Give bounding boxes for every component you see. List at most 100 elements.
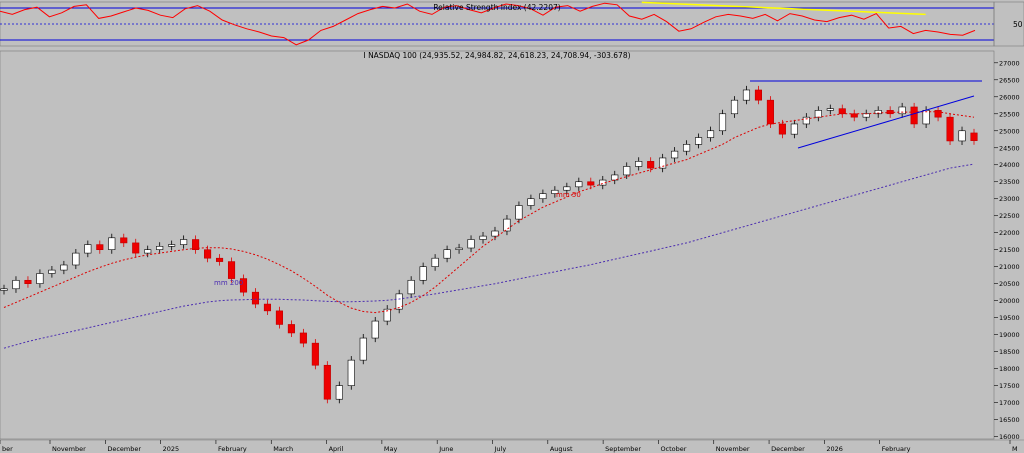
y-tick-label: 17500 (999, 382, 1020, 390)
candle-body (323, 364, 331, 400)
x-tick-label: July (494, 445, 507, 453)
candle-body (491, 230, 499, 237)
candle-body (395, 293, 403, 310)
candle-body (706, 130, 715, 138)
candle-body (970, 132, 978, 141)
candle-body (539, 193, 547, 200)
x-tick-label: June (438, 445, 453, 453)
candle-body (299, 332, 307, 344)
candle-body (551, 189, 559, 194)
x-tick-label: March (273, 445, 293, 453)
x-tick-label: December (107, 445, 141, 453)
candle-body (132, 242, 140, 254)
candle-body (431, 257, 439, 267)
x-tick-label: 2026 (826, 445, 843, 453)
candle-body (515, 205, 523, 220)
candle-body (216, 257, 224, 262)
candle-body (635, 161, 643, 167)
candle-body (84, 244, 92, 254)
candle-body (251, 291, 260, 305)
rsi-trendline (641, 1, 926, 16)
x-tick-label: November (52, 445, 86, 453)
candle-body (742, 89, 751, 101)
candle-body (443, 249, 451, 259)
y-tick-label: 18000 (999, 365, 1020, 373)
x-tick-label: November (716, 445, 750, 453)
x-tick-label: 2025 (163, 445, 180, 453)
candle-body (263, 303, 272, 312)
x-tick-label: February (882, 445, 911, 453)
y-tick-label: 22000 (999, 229, 1020, 237)
candle-body (227, 261, 236, 279)
candle-body (946, 116, 954, 142)
candle-body (168, 244, 176, 247)
candle-body (611, 174, 619, 181)
candle-body (192, 239, 200, 250)
candle-body (754, 89, 762, 101)
candle-body (180, 239, 188, 245)
candle-body (335, 385, 343, 400)
candle-body (36, 273, 44, 284)
ma50-line (3, 111, 975, 314)
rsi-series-line (0, 2, 976, 46)
price-panel (0, 50, 995, 440)
candle-body (587, 181, 595, 186)
x-tick-label: December (771, 445, 805, 453)
y-tick-label: 16500 (999, 416, 1020, 424)
x-tick-label: September (605, 445, 641, 453)
rsi-axis-area (993, 1, 1024, 47)
y-tick-label: 20500 (999, 280, 1020, 288)
candle-body (311, 342, 319, 366)
y-tick-label: 26500 (999, 76, 1020, 84)
candle-body (718, 113, 727, 132)
candle-body (802, 116, 810, 125)
candle-body (814, 110, 822, 118)
x-tick-label: April (329, 445, 344, 453)
y-tick-label: 20000 (999, 297, 1020, 305)
candle-body (239, 278, 248, 293)
candle-body (407, 279, 415, 295)
candle-body (623, 166, 631, 176)
ma50-label: mm 50 (556, 191, 581, 199)
y-tick-label: 18500 (999, 348, 1020, 356)
candle-body (419, 266, 427, 281)
y-tick-label: 24000 (999, 161, 1020, 169)
ma200-label: mm 200 (214, 279, 243, 287)
x-tick-label: ber (2, 445, 13, 453)
candle-body (108, 237, 116, 250)
y-tick-label: 19500 (999, 314, 1020, 322)
price-title: I NASDAQ 100 (24,935.52, 24,984.82, 24,6… (363, 51, 630, 60)
candle-body (96, 244, 104, 250)
y-tick-label: 26000 (999, 93, 1020, 101)
support-trendline (797, 95, 975, 149)
candle-body (766, 99, 774, 125)
y-tick-label: 27000 (999, 59, 1020, 67)
candle-body (874, 110, 882, 115)
candle-body (359, 337, 367, 361)
price-axis-ticks: 16000 16500 17000 17500 18000 18500 19000 19500… (994, 59, 1020, 441)
candle-body (287, 324, 295, 334)
candle-body (958, 130, 966, 142)
candle-body (48, 269, 56, 274)
ma200-line (3, 163, 975, 349)
y-tick-label: 25500 (999, 110, 1020, 118)
candle-body (778, 123, 786, 135)
y-tick-label: 16000 (999, 433, 1020, 441)
candle-body (659, 157, 667, 169)
candle-body (479, 235, 487, 240)
y-tick-label: 21000 (999, 263, 1020, 271)
candle-body (12, 279, 20, 290)
y-tick-label: 17000 (999, 399, 1020, 407)
y-tick-label: 25000 (999, 127, 1020, 135)
candle-body (826, 108, 834, 111)
candle-body (671, 150, 679, 159)
candle-body (695, 137, 703, 145)
x-axis-labels: ber November December 2025 February March Apri… (0, 440, 1018, 453)
x-tick-label: M (1012, 445, 1018, 453)
candle-body (455, 247, 463, 250)
x-tick-label: October (660, 445, 686, 453)
candle-body (383, 308, 391, 322)
candle-body (371, 320, 379, 339)
candle-body (0, 288, 8, 291)
